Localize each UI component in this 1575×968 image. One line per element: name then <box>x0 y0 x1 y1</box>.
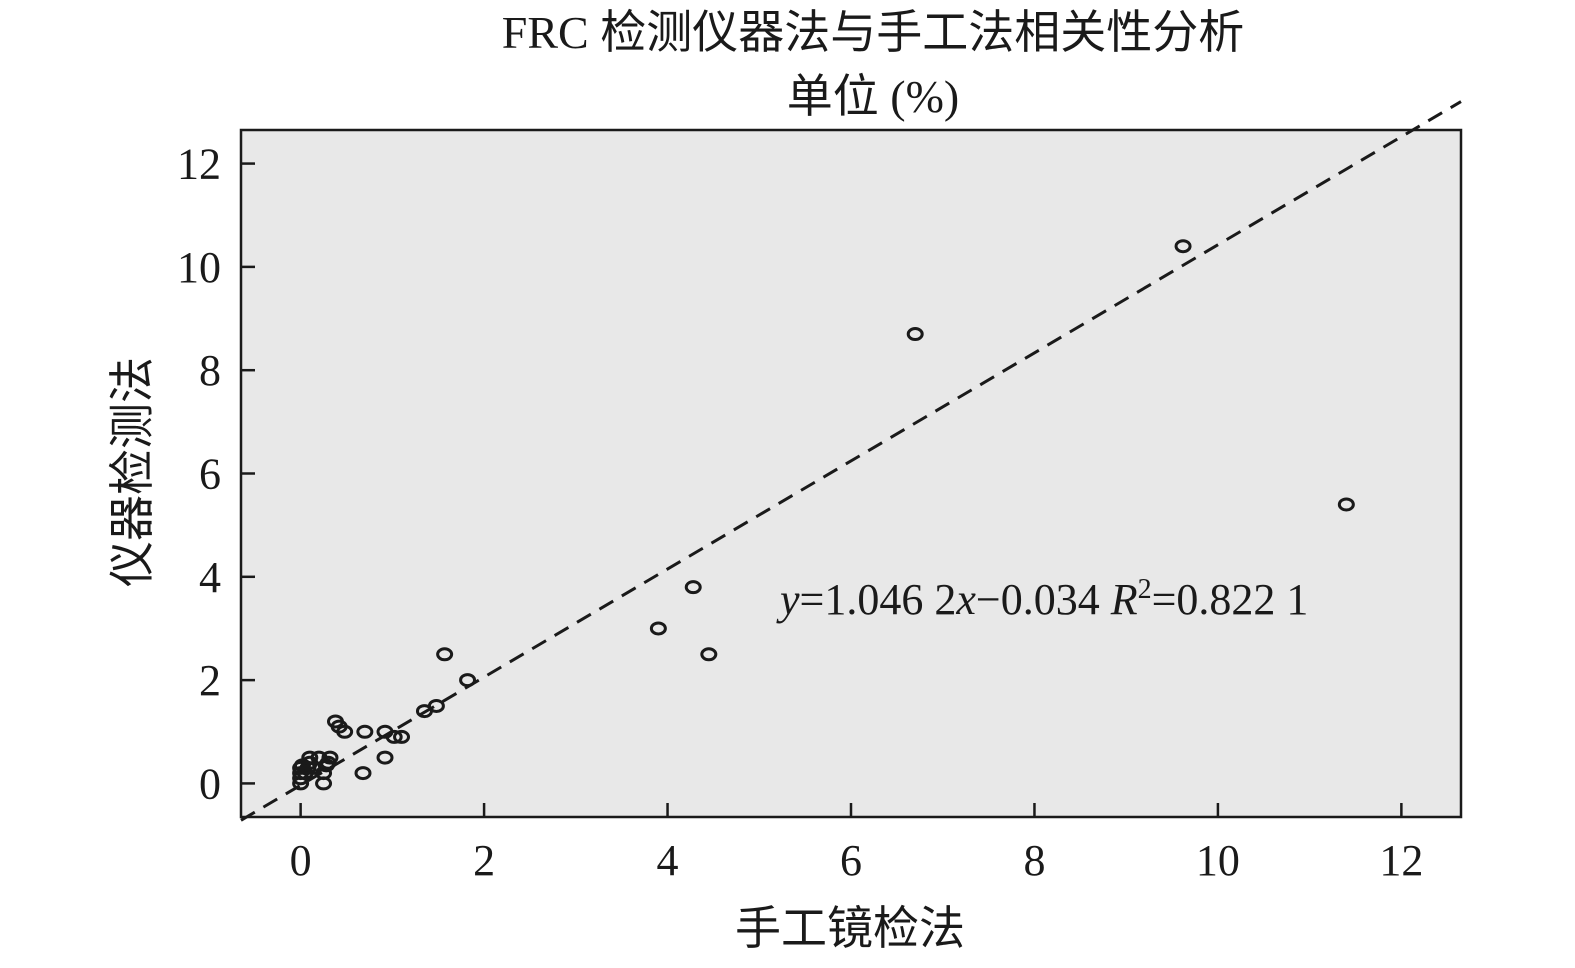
data-point <box>336 724 354 739</box>
y-tick-label: 6 <box>199 450 221 499</box>
data-point <box>700 647 718 662</box>
y-tick-label: 12 <box>177 140 221 189</box>
x-tick-label: 10 <box>1196 836 1240 885</box>
x-tick-label: 6 <box>840 836 862 885</box>
data-point <box>459 673 477 688</box>
data-point <box>354 766 372 781</box>
data-point <box>427 698 445 713</box>
data-point <box>385 729 403 744</box>
data-point <box>906 327 924 342</box>
data-point <box>649 621 667 636</box>
chart-title: FRC 检测仪器法与手工法相关性分析 <box>502 7 1244 58</box>
data-point <box>1174 239 1192 254</box>
x-tick-label: 2 <box>473 836 495 885</box>
y-tick-label: 0 <box>199 759 221 808</box>
data-points <box>292 239 1355 791</box>
regression-line <box>240 100 1462 822</box>
x-tick-label: 0 <box>290 836 312 885</box>
equation-superscript: 2 <box>1138 574 1152 605</box>
y-tick-label: 2 <box>199 656 221 705</box>
plot-area <box>241 130 1461 817</box>
x-tick-label: 8 <box>1023 836 1045 885</box>
data-point <box>356 724 374 739</box>
y-tick-label: 8 <box>199 346 221 395</box>
x-tick-label: 12 <box>1379 836 1423 885</box>
equation-x: x <box>955 575 976 624</box>
data-point <box>684 580 702 595</box>
data-point <box>436 647 454 662</box>
equation-y: y <box>776 575 800 624</box>
y-tick-label: 10 <box>177 243 221 292</box>
equation-part-3: =0.822 1 <box>1152 575 1309 624</box>
data-point <box>393 729 411 744</box>
equation-r: R <box>1110 575 1138 624</box>
regression-equation: y=1.046 2x−0.034 R2=0.822 1 <box>776 574 1308 624</box>
chart-subtitle: 单位 (%) <box>787 71 959 122</box>
x-axis-label: 手工镜检法 <box>735 903 965 954</box>
equation-part-2: −0.034 <box>976 575 1111 624</box>
y-tick-label: 4 <box>199 553 221 602</box>
data-point <box>376 750 394 765</box>
y-axis-label: 仪器检测法 <box>107 357 158 587</box>
data-point <box>1337 497 1355 512</box>
x-tick-label: 4 <box>657 836 679 885</box>
equation-part-1: =1.046 2 <box>800 575 957 624</box>
axes: 0 2 4 6 8 10 12 0 2 4 6 8 10 12 <box>177 128 1463 885</box>
data-point <box>321 750 339 765</box>
